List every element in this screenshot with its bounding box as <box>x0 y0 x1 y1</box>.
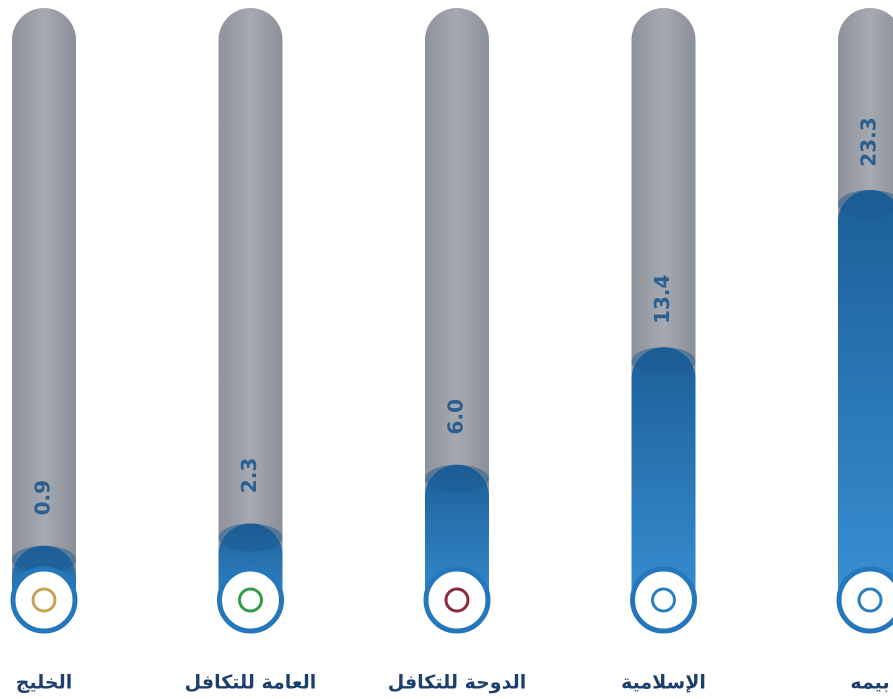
value-label: 2.3 <box>237 458 261 493</box>
logo <box>444 587 470 613</box>
bar-cap <box>12 545 76 574</box>
category-label: الخليج <box>16 672 73 694</box>
category-label: العامة للتكافل <box>185 672 317 694</box>
value-label: 6.0 <box>444 399 468 434</box>
logo <box>651 587 676 613</box>
bar <box>631 347 696 628</box>
bar-cap <box>425 464 489 493</box>
logo-ring <box>217 566 284 634</box>
value-label: 0.9 <box>31 480 55 515</box>
logo <box>31 587 57 613</box>
logo-ring <box>836 566 893 634</box>
logo <box>857 587 883 613</box>
value-label: 23.3 <box>857 117 881 166</box>
category-label: بيمه <box>850 672 889 694</box>
category-label: الإسلامية <box>621 672 706 694</box>
logo-ring <box>423 566 491 634</box>
bar-track <box>12 8 76 628</box>
bar-cap <box>838 190 893 218</box>
bar <box>838 190 893 628</box>
logo-ring <box>10 566 78 634</box>
bar-cap <box>631 347 696 376</box>
logo-ring <box>630 566 697 634</box>
value-label: 13.4 <box>650 275 674 324</box>
category-label: الدوحة للتكافل <box>388 672 527 694</box>
bar-cap <box>218 523 283 552</box>
bar-track <box>218 8 283 628</box>
logo <box>238 587 263 613</box>
